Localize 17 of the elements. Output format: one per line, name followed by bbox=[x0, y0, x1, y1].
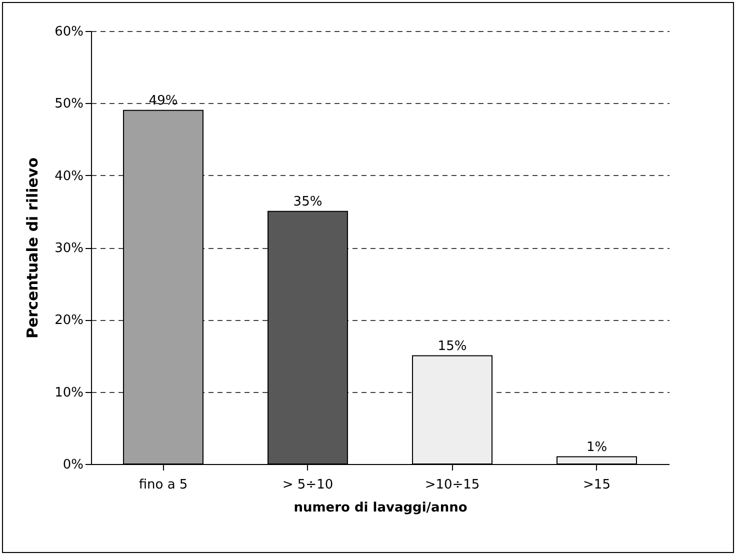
data-label: 35% bbox=[293, 194, 322, 210]
x-tick-label: >10÷15 bbox=[424, 478, 480, 492]
y-tick-label: 10% bbox=[54, 385, 84, 400]
x-tick-label: fino a 5 bbox=[138, 478, 188, 492]
y-tick-label: 20% bbox=[54, 313, 84, 328]
y-tick-label: 30% bbox=[54, 241, 84, 256]
x-axis-title: numero di lavaggi/anno bbox=[294, 500, 468, 516]
y-tick-label: 60% bbox=[54, 24, 84, 40]
data-label: 1% bbox=[586, 440, 608, 455]
data-label: 15% bbox=[438, 338, 467, 354]
data-label: 49% bbox=[148, 93, 178, 108]
x-tick-label: > 5÷10 bbox=[282, 478, 334, 492]
y-tick-label: 0% bbox=[62, 458, 84, 472]
y-tick-label: 50% bbox=[54, 96, 84, 112]
y-axis-title: Percentuale di rilievo bbox=[24, 158, 42, 338]
x-tick-label: >15 bbox=[583, 478, 610, 492]
y-tick-label: 40% bbox=[54, 168, 84, 184]
